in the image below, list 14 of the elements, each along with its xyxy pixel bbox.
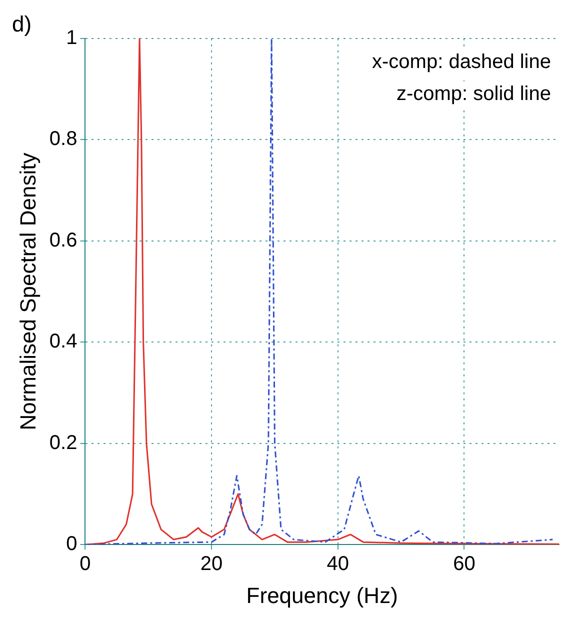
x-tick-label: 40: [326, 553, 350, 576]
y-tick-label: 0.8: [49, 128, 78, 150]
y-tick-label: 1: [66, 26, 78, 49]
y-tick-label: 0.4: [49, 330, 78, 353]
y-tick-label: 0: [66, 533, 78, 556]
annotation: x-comp: dashed line: [372, 50, 551, 73]
y-tick-label: 0.6: [49, 229, 78, 252]
y-tick-label: 0.2: [49, 432, 78, 454]
x-tick-label: 20: [200, 553, 223, 576]
annotation: z-comp: solid line: [396, 82, 551, 105]
chart-title: d): [12, 11, 32, 36]
x-axis-title: Frequency (Hz): [246, 582, 398, 608]
x-tick-label: 60: [453, 553, 476, 576]
y-axis-title: Normalised Spectral Density: [15, 152, 40, 430]
